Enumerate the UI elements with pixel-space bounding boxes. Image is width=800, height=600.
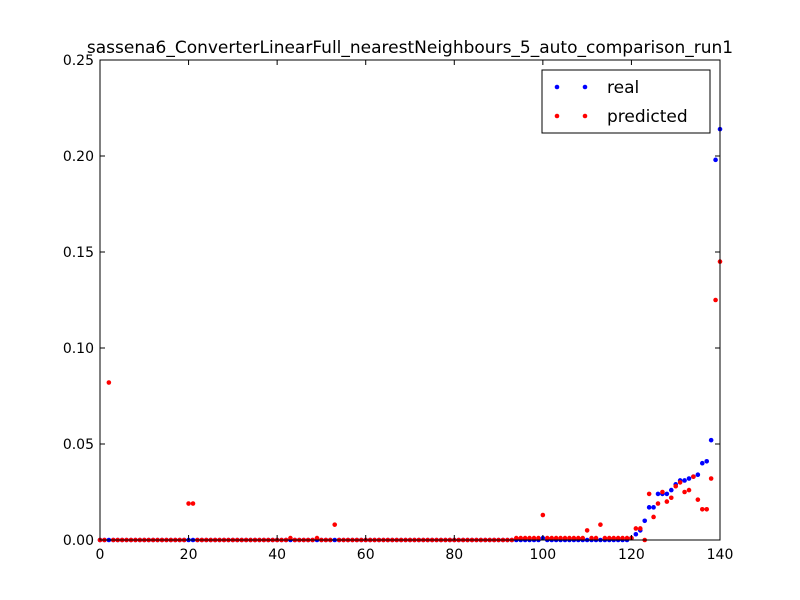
y-tick-label: 0.00 — [63, 533, 94, 549]
data-point-predicted — [518, 535, 524, 541]
data-point-predicted — [332, 522, 338, 527]
data-point-predicted — [314, 535, 320, 541]
data-point-predicted — [540, 512, 546, 518]
data-point-predicted — [651, 514, 656, 520]
data-point-predicted — [633, 526, 639, 531]
data-point-predicted — [637, 526, 643, 531]
y-tick-label: 0.20 — [63, 149, 94, 165]
data-point-predicted — [544, 535, 550, 541]
data-point-predicted — [584, 528, 590, 533]
x-tick-label: 40 — [268, 547, 286, 563]
data-point-predicted — [575, 535, 581, 541]
x-tick-label: 0 — [96, 547, 105, 563]
data-point-real — [704, 458, 710, 464]
data-point-real — [682, 478, 687, 483]
data-point-predicted — [558, 535, 563, 541]
data-point-predicted — [655, 501, 661, 506]
data-point-predicted — [571, 535, 577, 541]
data-point-predicted — [536, 535, 541, 541]
data-point-real — [646, 505, 652, 510]
data-point-predicted — [567, 535, 572, 541]
data-point-real — [686, 476, 692, 481]
data-point-real — [708, 437, 714, 443]
data-point-predicted — [691, 474, 696, 479]
legend-marker-real — [554, 84, 560, 90]
data-point-real — [668, 487, 674, 493]
x-tick-label: 60 — [357, 547, 375, 563]
data-point-predicted — [513, 535, 519, 541]
y-tick-label: 0.15 — [63, 245, 94, 261]
data-point-predicted — [549, 535, 555, 541]
y-tick-label: 0.10 — [63, 341, 94, 357]
data-point-predicted — [580, 535, 586, 541]
data-point-predicted — [695, 497, 701, 502]
x-axis: 0 20 40 60 80 100 120 140 — [96, 60, 734, 563]
data-point-predicted — [593, 535, 599, 541]
data-point-predicted — [704, 506, 710, 512]
data-point-predicted — [288, 535, 293, 541]
data-point-predicted — [686, 487, 692, 493]
x-tick-label: 20 — [180, 547, 198, 563]
chart-title: sassena6_ConverterLinearFull_nearestNeig… — [87, 38, 733, 58]
data-point-predicted — [602, 535, 608, 541]
legend-label-predicted: predicted — [607, 107, 688, 127]
data-point-predicted — [186, 501, 191, 506]
data-point-real — [664, 491, 670, 497]
data-point-real — [642, 518, 648, 524]
data-point-predicted — [606, 535, 612, 541]
x-tick-label: 120 — [618, 547, 645, 563]
data-point-predicted — [682, 489, 687, 495]
data-point-predicted — [713, 297, 718, 303]
data-point-real — [695, 472, 701, 478]
data-point-predicted — [624, 535, 630, 541]
data-point-real — [699, 460, 705, 466]
data-point-predicted — [531, 535, 537, 541]
data-point-predicted — [664, 499, 670, 504]
data-point-predicted — [699, 506, 705, 512]
data-point-predicted — [668, 495, 674, 501]
data-point-predicted — [660, 489, 665, 495]
data-point-predicted — [598, 522, 603, 527]
legend: real predicted — [541, 69, 711, 134]
data-point-predicted — [611, 535, 617, 541]
data-point-predicted — [620, 535, 625, 541]
legend-label-real: real — [607, 78, 639, 98]
y-tick-label: 0.05 — [63, 437, 94, 453]
data-point-real — [713, 157, 718, 163]
data-point-predicted — [615, 535, 621, 541]
data-point-predicted — [190, 501, 196, 506]
legend-marker-predicted — [554, 113, 560, 119]
data-point-predicted — [527, 535, 532, 541]
data-point-real — [651, 505, 656, 510]
legend-marker-predicted — [582, 113, 588, 119]
data-point-predicted — [553, 535, 559, 541]
data-point-predicted — [646, 491, 652, 497]
x-tick-label: 140 — [707, 547, 734, 563]
data-point-predicted — [677, 480, 683, 485]
data-point-predicted — [106, 380, 112, 385]
data-point-real — [655, 491, 661, 497]
legend-marker-real — [582, 84, 588, 90]
data-point-predicted — [708, 476, 714, 481]
x-tick-label: 80 — [445, 547, 463, 563]
data-point-predicted — [589, 535, 594, 541]
data-point-predicted — [522, 535, 528, 541]
legend-box — [541, 69, 711, 134]
data-point-predicted — [562, 535, 568, 541]
plot-frame — [99, 59, 721, 541]
y-tick-label: 0.25 — [63, 53, 94, 69]
x-tick-label: 100 — [529, 547, 556, 563]
data-point-real — [633, 531, 639, 537]
y-axis: 0.00 0.05 0.10 0.15 0.20 0.25 — [63, 53, 720, 549]
data-point-predicted — [673, 483, 679, 489]
